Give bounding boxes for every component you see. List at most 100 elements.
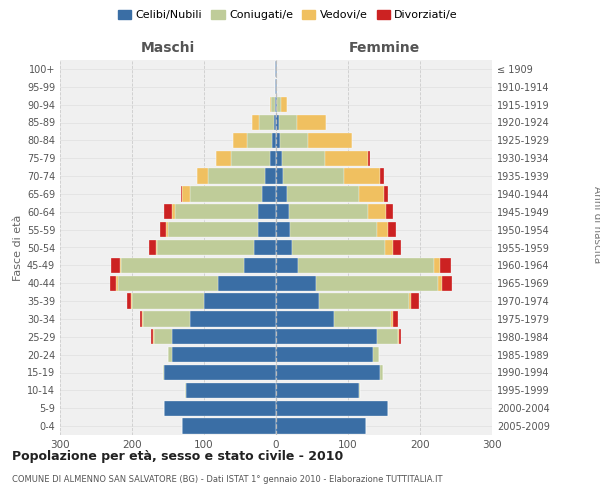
Bar bbox=[143, 312, 190, 326]
Bar bbox=[160, 222, 166, 237]
Bar bbox=[185, 383, 186, 398]
Bar bbox=[276, 329, 377, 344]
Bar bbox=[204, 294, 276, 308]
Bar bbox=[118, 276, 218, 291]
Bar bbox=[391, 312, 392, 326]
Bar bbox=[275, 79, 276, 94]
Bar bbox=[121, 258, 244, 273]
Bar bbox=[216, 150, 230, 166]
Bar bbox=[392, 312, 398, 326]
Bar bbox=[166, 222, 168, 237]
Bar bbox=[164, 204, 172, 220]
Bar bbox=[283, 168, 344, 184]
Bar bbox=[412, 294, 419, 308]
Bar bbox=[218, 276, 276, 291]
Bar bbox=[181, 186, 182, 202]
Bar bbox=[399, 329, 401, 344]
Bar bbox=[164, 400, 276, 416]
Bar bbox=[276, 400, 388, 416]
Bar bbox=[316, 276, 438, 291]
Bar bbox=[175, 204, 258, 220]
Bar bbox=[373, 347, 379, 362]
Bar bbox=[272, 133, 276, 148]
Bar bbox=[384, 186, 388, 202]
Bar bbox=[172, 204, 175, 220]
Bar bbox=[244, 258, 276, 273]
Bar bbox=[276, 204, 289, 220]
Bar bbox=[142, 312, 143, 326]
Bar bbox=[319, 294, 409, 308]
Bar bbox=[276, 168, 283, 184]
Bar bbox=[247, 133, 272, 148]
Legend: Celibi/Nubili, Coniugati/e, Vedovi/e, Divorziati/e: Celibi/Nubili, Coniugati/e, Vedovi/e, Di… bbox=[113, 6, 463, 25]
Bar bbox=[168, 347, 172, 362]
Bar bbox=[438, 276, 442, 291]
Bar bbox=[172, 347, 276, 362]
Bar bbox=[153, 329, 154, 344]
Bar bbox=[386, 204, 394, 220]
Bar bbox=[280, 133, 308, 148]
Bar bbox=[276, 97, 277, 112]
Bar bbox=[258, 222, 276, 237]
Bar bbox=[254, 240, 276, 255]
Text: Maschi: Maschi bbox=[141, 41, 195, 55]
Bar bbox=[276, 115, 279, 130]
Bar bbox=[149, 240, 156, 255]
Bar bbox=[168, 222, 258, 237]
Bar bbox=[388, 222, 396, 237]
Bar bbox=[279, 115, 297, 130]
Bar bbox=[208, 168, 265, 184]
Bar bbox=[157, 240, 254, 255]
Bar bbox=[111, 258, 120, 273]
Bar bbox=[120, 258, 121, 273]
Text: Anni di nascita: Anni di nascita bbox=[592, 186, 600, 264]
Bar bbox=[377, 329, 398, 344]
Text: COMUNE DI ALMENNO SAN SALVATORE (BG) - Dati ISTAT 1° gennaio 2010 - Elaborazione: COMUNE DI ALMENNO SAN SALVATORE (BG) - D… bbox=[12, 475, 443, 484]
Bar bbox=[385, 240, 392, 255]
Bar bbox=[197, 168, 208, 184]
Bar bbox=[276, 186, 287, 202]
Bar bbox=[398, 329, 399, 344]
Bar bbox=[276, 133, 280, 148]
Bar bbox=[190, 186, 262, 202]
Bar bbox=[287, 186, 359, 202]
Bar bbox=[276, 240, 292, 255]
Bar bbox=[276, 312, 334, 326]
Bar bbox=[156, 240, 157, 255]
Bar bbox=[182, 186, 190, 202]
Bar bbox=[116, 276, 118, 291]
Bar bbox=[377, 222, 388, 237]
Bar bbox=[380, 365, 383, 380]
Bar bbox=[368, 150, 370, 166]
Bar bbox=[269, 97, 271, 112]
Bar bbox=[276, 294, 319, 308]
Bar bbox=[440, 258, 451, 273]
Bar bbox=[182, 418, 276, 434]
Bar bbox=[252, 115, 259, 130]
Bar bbox=[276, 79, 277, 94]
Bar bbox=[276, 347, 373, 362]
Bar bbox=[259, 115, 274, 130]
Bar bbox=[275, 62, 276, 76]
Y-axis label: Fasce di età: Fasce di età bbox=[13, 214, 23, 280]
Bar bbox=[292, 240, 385, 255]
Bar bbox=[359, 186, 384, 202]
Bar bbox=[190, 312, 276, 326]
Bar bbox=[281, 97, 287, 112]
Bar bbox=[282, 150, 325, 166]
Bar bbox=[172, 329, 276, 344]
Bar bbox=[151, 329, 153, 344]
Bar bbox=[434, 258, 440, 273]
Bar bbox=[276, 62, 277, 76]
Bar bbox=[270, 150, 276, 166]
Bar bbox=[110, 276, 116, 291]
Bar bbox=[392, 240, 401, 255]
Bar bbox=[276, 258, 298, 273]
Bar bbox=[163, 365, 164, 380]
Bar bbox=[334, 312, 391, 326]
Bar bbox=[154, 329, 172, 344]
Bar bbox=[442, 276, 452, 291]
Bar bbox=[325, 150, 368, 166]
Bar bbox=[290, 222, 377, 237]
Bar bbox=[368, 204, 386, 220]
